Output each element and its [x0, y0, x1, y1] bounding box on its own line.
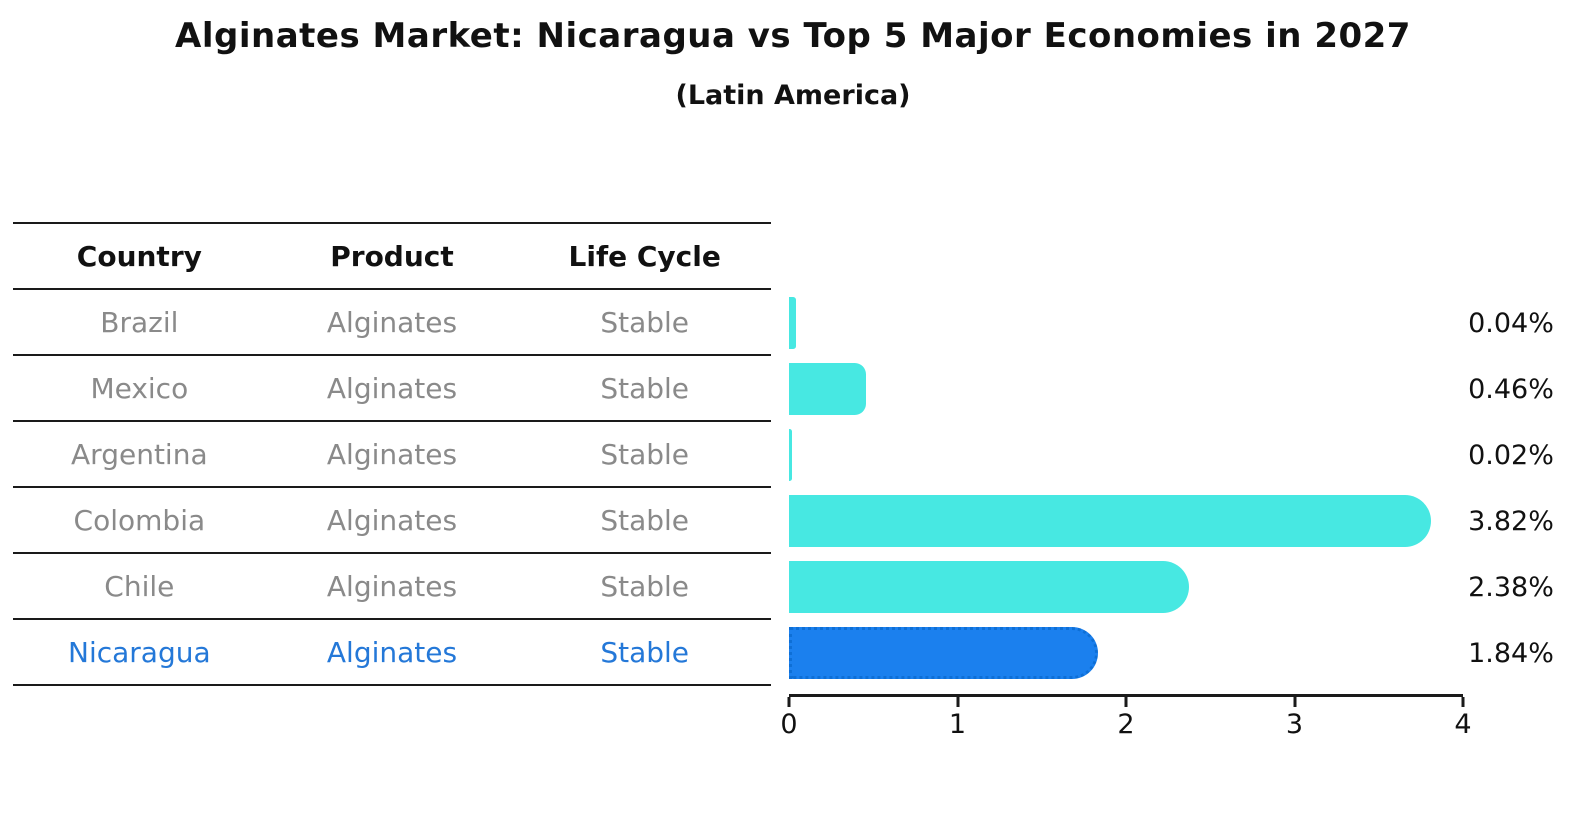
- value-label-nicaragua: 1.84%: [1468, 637, 1554, 669]
- x-tick-mark-3: [1293, 697, 1296, 707]
- x-tick-label-4: 4: [1454, 709, 1472, 740]
- cell-country: Argentina: [71, 437, 208, 471]
- x-tick-mark-2: [1124, 697, 1128, 707]
- cell-life-cycle: Stable: [600, 569, 690, 603]
- cell-life-cycle: Stable: [600, 305, 690, 339]
- bar-row-chile: [789, 554, 1461, 620]
- bar-nicaragua: [789, 627, 1099, 679]
- bar-row-colombia: [789, 488, 1461, 554]
- cell-country: Brazil: [100, 305, 179, 339]
- cell-country: Colombia: [73, 503, 206, 537]
- x-axis-line: [789, 694, 1463, 697]
- cell-product: Alginates: [326, 569, 458, 603]
- x-tick-label-3: 3: [1285, 709, 1304, 740]
- bar-row-argentina: [789, 422, 1461, 488]
- table-row-nicaragua: Nicaragua Alginates Stable: [13, 618, 771, 686]
- bar-row-mexico: [789, 356, 1461, 422]
- table-row-chile: Chile Alginates Stable: [13, 552, 771, 618]
- chart-title: Alginates Market: Nicaragua vs Top 5 Maj…: [175, 16, 1411, 56]
- x-axis-ticks: 0 1 2 3 4: [780, 697, 1472, 742]
- value-label-colombia: 3.82%: [1468, 505, 1554, 537]
- cell-product: Alginates: [326, 503, 458, 537]
- cell-life-cycle: Stable: [600, 635, 690, 669]
- x-tick-mark-1: [956, 697, 959, 707]
- x-tick-mark-0: [787, 697, 791, 707]
- column-header-country: Country: [76, 239, 202, 273]
- column-header-life-cycle: Life Cycle: [568, 239, 721, 273]
- x-tick-label-1: 1: [948, 709, 967, 740]
- table-row-colombia: Colombia Alginates Stable: [13, 486, 771, 552]
- value-labels: 0.04% 0.46% 0.02% 3.82% 2.38% 1.84%: [1456, 290, 1566, 686]
- bar-brazil: [789, 297, 796, 349]
- bar-chile: [789, 561, 1189, 613]
- value-label-brazil: 0.04%: [1468, 307, 1554, 339]
- table-row-argentina: Argentina Alginates Stable: [13, 420, 771, 486]
- column-header-product: Product: [330, 239, 454, 273]
- bar-mexico: [789, 363, 867, 415]
- x-tick-label-2: 2: [1117, 709, 1135, 740]
- table-row-mexico: Mexico Alginates Stable: [13, 354, 771, 420]
- bar-colombia: [789, 495, 1431, 547]
- value-label-chile: 2.38%: [1468, 571, 1554, 603]
- bar-row-nicaragua: [789, 620, 1461, 686]
- table-row-brazil: Brazil Alginates Stable: [13, 288, 771, 354]
- cell-country: Chile: [104, 569, 175, 603]
- x-tick-mark-4: [1461, 697, 1465, 707]
- cell-country: Mexico: [90, 371, 189, 405]
- country-table: Country Product Life Cycle Brazil Algina…: [13, 222, 771, 686]
- cell-life-cycle: Stable: [600, 371, 690, 405]
- cell-product: Alginates: [326, 371, 458, 405]
- table-header-row: Country Product Life Cycle: [13, 222, 771, 288]
- cell-product: Alginates: [326, 635, 458, 669]
- cell-life-cycle: Stable: [600, 437, 690, 471]
- x-tick-label-0: 0: [780, 709, 798, 740]
- bar-argentina: [789, 429, 793, 481]
- cell-product: Alginates: [326, 305, 458, 339]
- value-label-mexico: 0.46%: [1468, 373, 1554, 405]
- bar-row-brazil: [789, 290, 1461, 356]
- cell-product: Alginates: [326, 437, 458, 471]
- chart-subtitle: (Latin America): [675, 80, 911, 111]
- value-label-argentina: 0.02%: [1468, 439, 1554, 471]
- cell-life-cycle: Stable: [600, 503, 690, 537]
- bars-area: [789, 290, 1461, 686]
- cell-country: Nicaragua: [68, 635, 211, 669]
